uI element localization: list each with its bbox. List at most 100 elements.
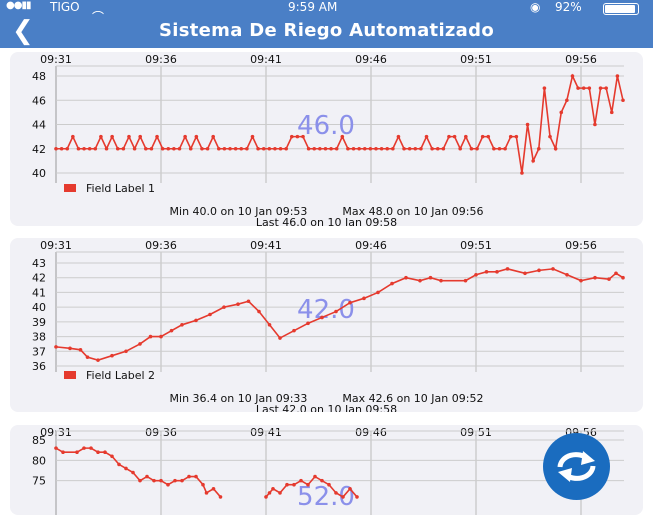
data-point xyxy=(474,272,478,277)
x-tick-label: 09:41 xyxy=(250,53,282,66)
data-point xyxy=(166,146,171,151)
data-point xyxy=(183,134,187,139)
data-point xyxy=(320,478,324,483)
data-point xyxy=(159,334,163,339)
data-point xyxy=(261,146,266,151)
page-title: Sistema De Riego Automatizado xyxy=(159,20,494,41)
data-point xyxy=(61,450,65,454)
stat-last: Last 42.0 on 10 Jan 09:58 xyxy=(255,403,398,412)
data-point xyxy=(439,278,443,283)
data-point xyxy=(396,134,401,139)
stat-last: Last 46.0 on 10 Jan 09:58 xyxy=(255,216,398,226)
data-point xyxy=(169,328,174,333)
data-point xyxy=(201,482,205,487)
data-point xyxy=(486,134,491,139)
data-point xyxy=(278,146,283,151)
data-point xyxy=(166,482,170,487)
data-point xyxy=(85,355,90,359)
chevron-left-icon[interactable]: ❮ xyxy=(12,16,34,46)
data-point xyxy=(348,487,352,491)
data-point xyxy=(239,146,244,151)
data-point xyxy=(132,146,137,151)
data-point xyxy=(609,110,614,115)
legend-label: Field Label 2 xyxy=(86,369,156,382)
x-tick-label: 09:51 xyxy=(460,53,492,66)
app-header: ❮ Sistema De Riego Automatizado xyxy=(0,16,653,48)
data-point xyxy=(245,146,249,151)
stats: Min 36.4 on 10 Jan 09:33 Max 42.6 on 10 … xyxy=(10,393,643,412)
data-point xyxy=(267,146,272,151)
data-point xyxy=(284,146,288,151)
y-tick-label: 42 xyxy=(32,272,46,285)
data-point xyxy=(172,146,176,151)
data-point xyxy=(173,478,177,483)
y-tick-label: 37 xyxy=(32,345,46,358)
refresh-icon[interactable] xyxy=(543,433,610,500)
series-line xyxy=(55,268,624,361)
data-point xyxy=(593,122,597,127)
data-point xyxy=(484,270,489,274)
y-tick-label: 40 xyxy=(32,167,46,180)
data-point xyxy=(320,315,324,320)
data-point xyxy=(144,146,148,151)
data-point xyxy=(233,146,238,151)
y-tick-label: 85 xyxy=(32,434,46,447)
data-point xyxy=(587,86,592,90)
current-value-overlay: 42.0 xyxy=(297,295,355,325)
data-point xyxy=(267,491,272,495)
data-point xyxy=(306,482,310,487)
data-point xyxy=(180,478,184,483)
data-point xyxy=(228,146,232,151)
data-point xyxy=(551,267,555,271)
data-point xyxy=(155,134,159,139)
data-point xyxy=(76,146,81,151)
data-point xyxy=(548,134,552,139)
stat-max: Max 48.0 on 10 Jan 09:56 xyxy=(342,205,484,218)
data-point xyxy=(267,323,272,327)
data-point xyxy=(110,353,114,358)
data-point xyxy=(78,348,83,352)
data-point xyxy=(103,450,107,454)
data-point xyxy=(211,134,215,139)
data-point xyxy=(621,98,625,103)
data-point xyxy=(250,134,255,139)
data-point xyxy=(177,146,182,151)
data-point xyxy=(542,86,547,90)
data-point xyxy=(402,146,406,151)
data-point xyxy=(407,146,412,151)
data-point xyxy=(334,146,339,151)
data-point xyxy=(124,466,128,471)
data-point xyxy=(413,146,418,151)
data-point xyxy=(159,478,163,483)
data-point xyxy=(205,146,210,151)
data-point xyxy=(362,146,367,151)
data-point xyxy=(222,305,226,309)
data-point xyxy=(537,268,541,273)
data-point xyxy=(346,146,350,151)
data-point xyxy=(391,146,395,151)
data-point xyxy=(576,86,580,90)
carrier: TIGO xyxy=(50,0,80,14)
stat-max: Max 42.6 on 10 Jan 09:52 xyxy=(342,392,484,405)
wifi-icon: ︵ xyxy=(92,2,105,16)
data-point xyxy=(194,474,198,479)
data-point xyxy=(149,146,154,151)
legend-swatch xyxy=(64,184,76,192)
y-tick-label: 80 xyxy=(32,454,46,467)
data-point xyxy=(138,342,142,346)
legend: Field Label 2 xyxy=(64,369,155,382)
data-point xyxy=(68,346,72,351)
refresh-button[interactable] xyxy=(543,433,610,500)
y-tick-label: 42 xyxy=(32,143,46,156)
data-point xyxy=(463,278,468,283)
data-point xyxy=(329,146,333,151)
data-point xyxy=(256,146,260,151)
back-button[interactable]: ❮ xyxy=(12,16,34,46)
data-point xyxy=(312,146,317,151)
y-tick-label: 46 xyxy=(32,94,46,107)
data-point xyxy=(138,478,142,483)
data-point xyxy=(570,74,575,78)
data-point xyxy=(96,358,100,362)
data-point xyxy=(351,146,356,151)
